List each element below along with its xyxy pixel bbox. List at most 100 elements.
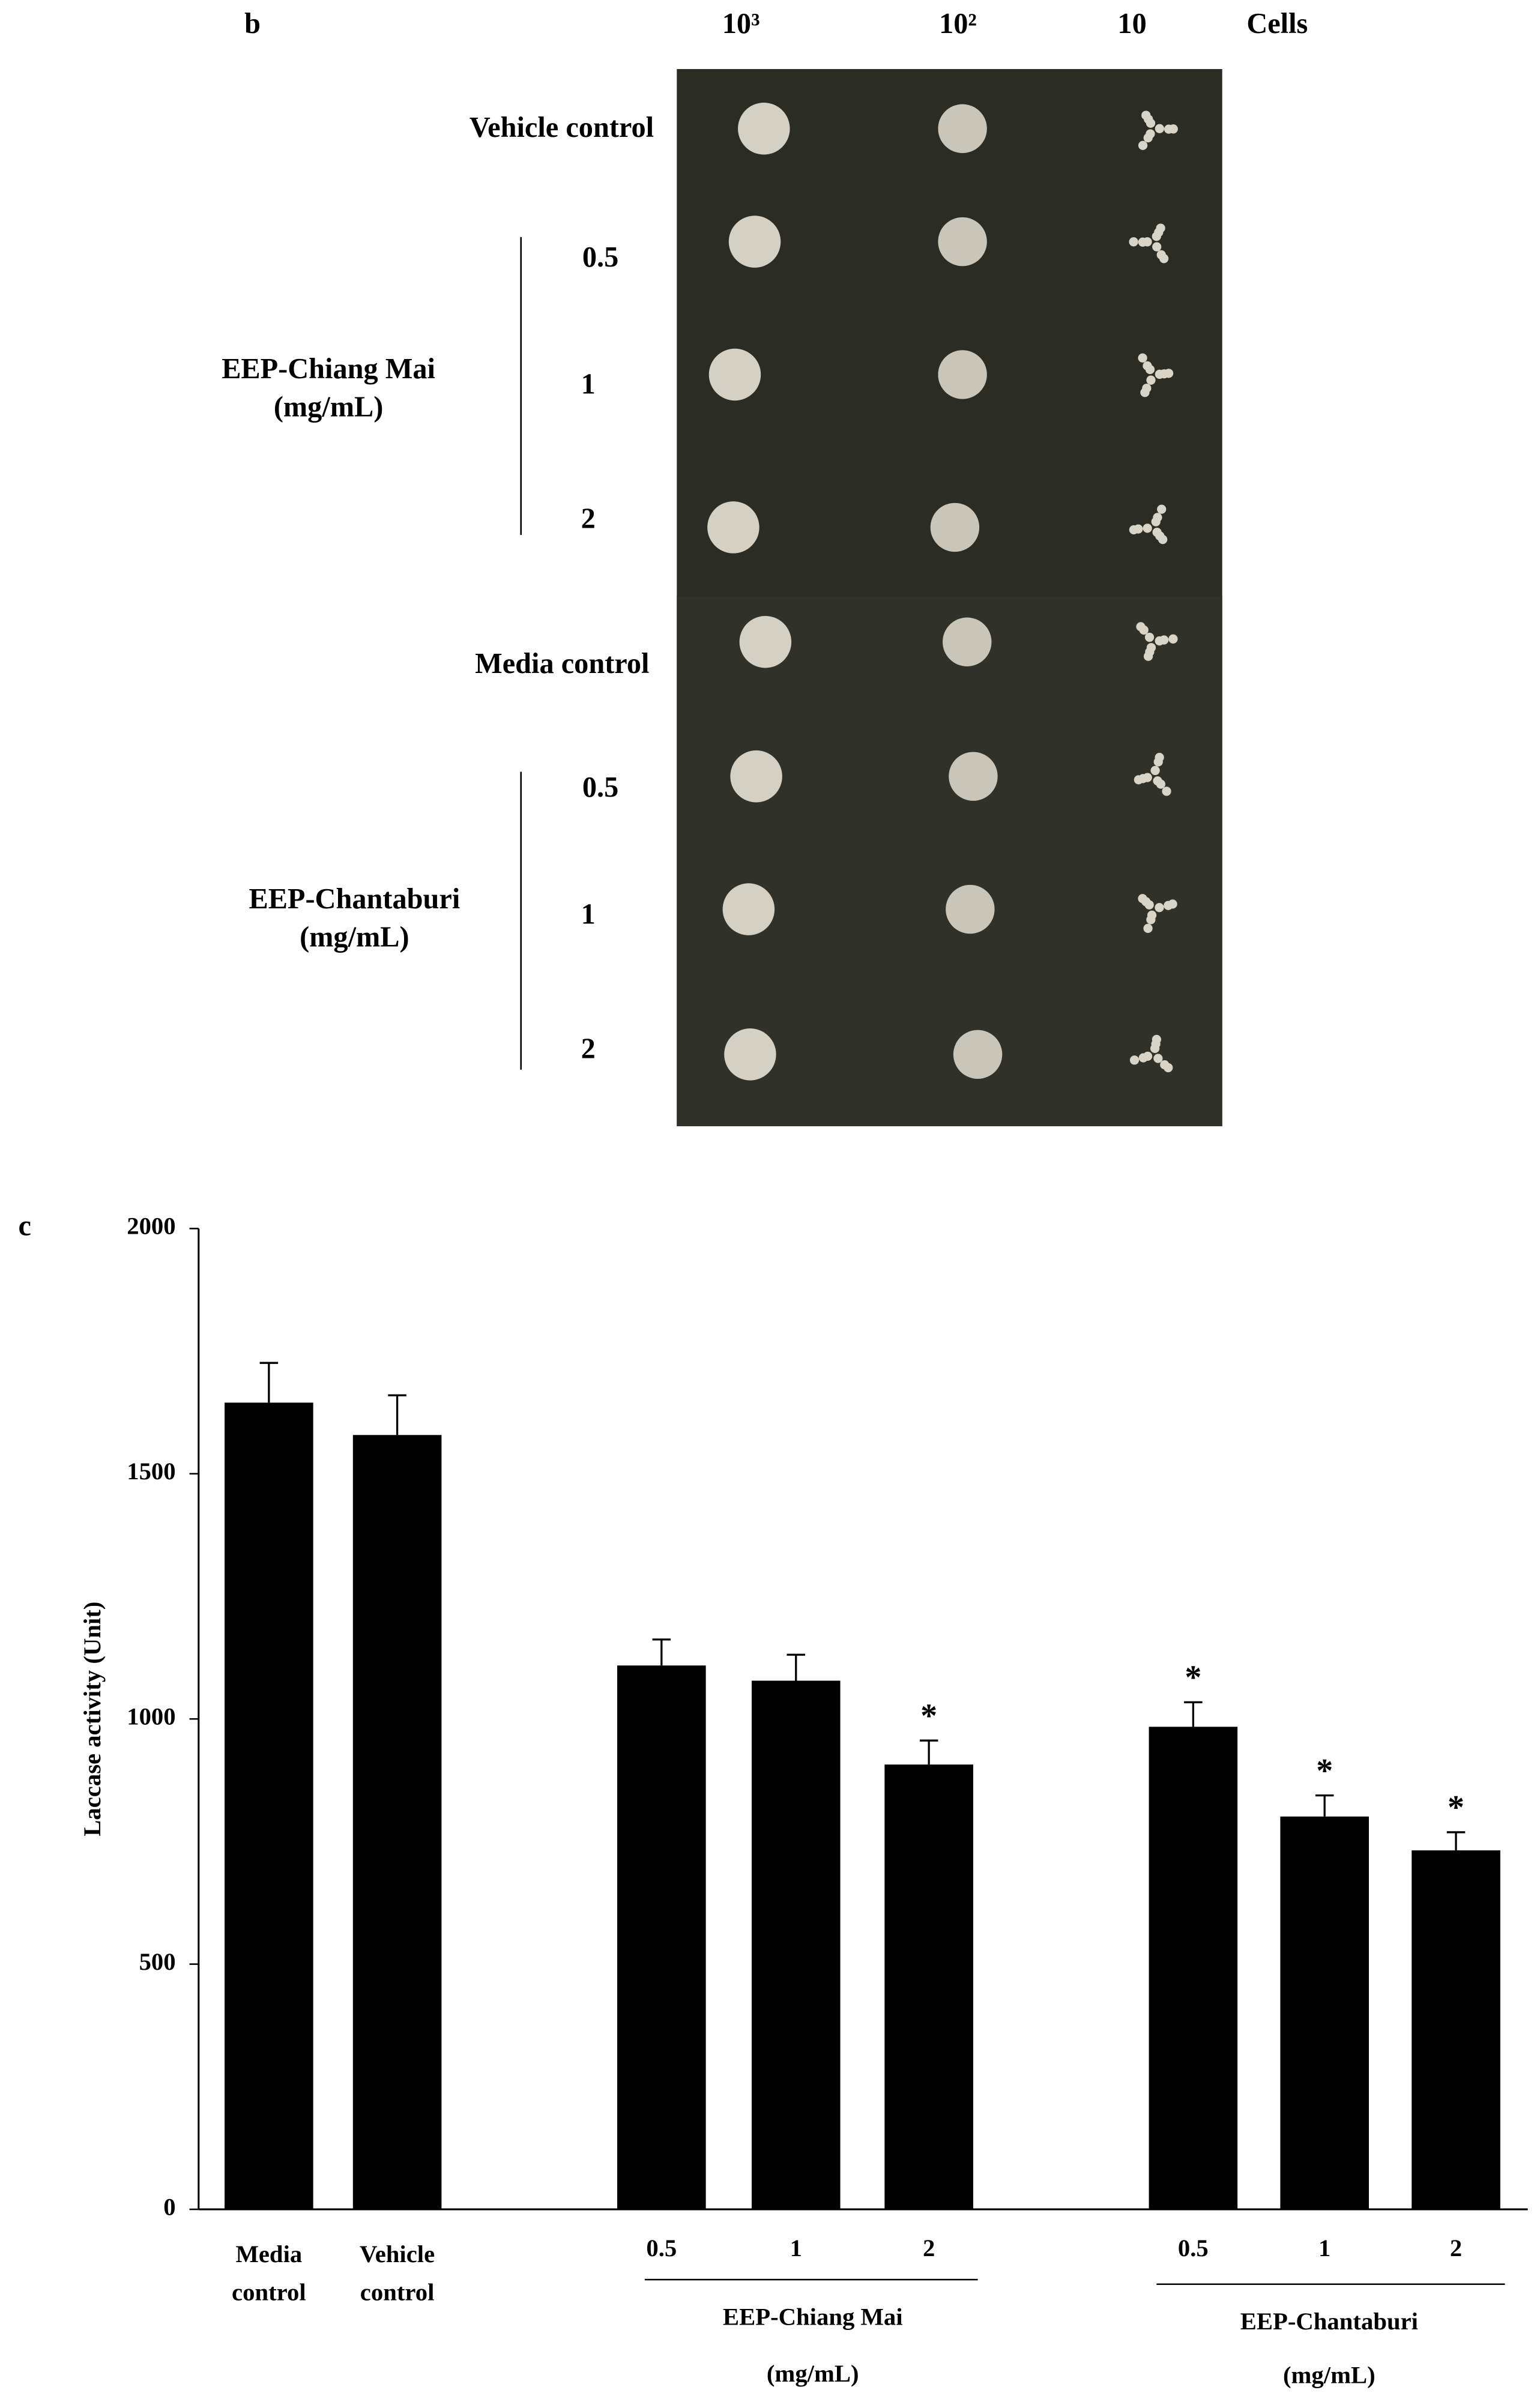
colony-dot <box>1160 1060 1170 1070</box>
colony-dot <box>1144 900 1154 910</box>
colony-dot <box>1155 369 1165 379</box>
row-label: 2 <box>581 502 596 534</box>
group-unit: (mg/mL) <box>1283 2361 1375 2388</box>
colony-dot <box>1168 634 1178 644</box>
colony-dot <box>1151 517 1161 527</box>
colony-dot <box>1150 1043 1160 1054</box>
colony-dot <box>1146 129 1155 139</box>
panel-label: c <box>19 1210 31 1242</box>
colony-dot <box>1138 353 1147 363</box>
significance-mark: * <box>1185 1659 1201 1697</box>
colony-dot <box>1152 242 1162 252</box>
bar <box>352 1435 442 2210</box>
colony-dot <box>1155 903 1164 913</box>
y-tick-label: 1500 <box>127 1458 175 1485</box>
x-tick-label: Vehicle control <box>360 2241 435 2306</box>
row-label: 0.5 <box>582 241 618 273</box>
colony-dot <box>1129 1055 1140 1065</box>
colony-spot <box>953 1030 1003 1079</box>
colony-dot <box>1146 643 1156 653</box>
colony-spot <box>938 104 987 153</box>
colony-dot <box>1164 901 1173 910</box>
colony-dot <box>1143 237 1152 247</box>
colony-spot <box>728 216 781 268</box>
y-tick-label: 0 <box>163 2193 175 2220</box>
group-unit: (mg/mL) <box>274 391 384 423</box>
colony-dot <box>1147 910 1157 920</box>
colony-spot <box>946 884 995 934</box>
colony-dot <box>1153 776 1162 786</box>
colony-dot <box>1139 625 1149 635</box>
colony-spot <box>930 502 980 552</box>
column-header: 10³ <box>722 8 760 40</box>
group-label: EEP-Chantaburi <box>249 883 460 915</box>
colony-spot <box>708 348 761 401</box>
column-header: 10 <box>1117 8 1146 40</box>
row-label: 2 <box>581 1033 596 1064</box>
colony-dot <box>1146 375 1156 385</box>
colony-dot <box>1162 786 1171 796</box>
colony-dot <box>1153 1054 1163 1063</box>
bar <box>617 1665 706 2210</box>
bar <box>225 1402 313 2210</box>
x-tick-label: 0.5 <box>1178 2235 1209 2262</box>
significance-mark: * <box>1448 1789 1464 1826</box>
y-tick-label: 2000 <box>127 1213 175 1240</box>
group-label: EEP-Chantaburi <box>1240 2308 1418 2335</box>
colony-spot <box>943 617 992 666</box>
colony-dot <box>1145 364 1155 375</box>
x-tick-label: 0.5 <box>646 2235 677 2262</box>
row-label: Media control <box>475 648 649 680</box>
colony-dot <box>1155 636 1164 646</box>
y-axis-title: Laccase activity (Unit) <box>79 1602 106 1836</box>
colony-spot <box>730 750 782 803</box>
colony-spot <box>938 217 987 267</box>
row-label: Vehicle control <box>470 112 654 143</box>
group-unit: (mg/mL) <box>767 2360 859 2387</box>
significance-mark: * <box>920 1697 937 1734</box>
colony-dot <box>1142 384 1152 393</box>
colony-spot <box>707 501 759 554</box>
colony-spot <box>938 350 987 399</box>
x-tick-label: 1 <box>790 2235 802 2262</box>
group-label: EEP-Chiang Mai <box>723 2304 903 2331</box>
colony-spot <box>722 883 775 935</box>
colony-spot <box>739 615 792 668</box>
significance-mark: * <box>1316 1752 1333 1790</box>
y-tick-label: 1000 <box>127 1703 175 1730</box>
panel-label: b <box>244 8 261 40</box>
bar <box>751 1680 841 2210</box>
colony-spot <box>738 102 790 155</box>
bar <box>1149 1727 1238 2210</box>
x-tick-label: 2 <box>923 2235 935 2262</box>
colony-dot <box>1152 232 1161 241</box>
colony-dot <box>1155 124 1165 133</box>
column-header: Cells <box>1246 8 1308 40</box>
colony-dot <box>1143 923 1153 933</box>
bar <box>1412 1850 1500 2210</box>
colony-dot <box>1157 504 1167 514</box>
group-unit: (mg/mL) <box>300 922 409 953</box>
colony-dot <box>1144 632 1155 642</box>
column-header: 10² <box>939 8 977 40</box>
colony-dot <box>1143 773 1152 782</box>
group-label: EEP-Chiang Mai <box>222 353 435 385</box>
colony-dot <box>1164 124 1174 134</box>
colony-dot <box>1129 237 1138 247</box>
x-tick-label: Media control <box>232 2241 306 2306</box>
bar <box>884 1764 973 2210</box>
colony-dot <box>1156 250 1166 260</box>
colony-dot <box>1143 1051 1153 1061</box>
colony-spot <box>949 752 998 801</box>
row-label: 1 <box>581 368 596 400</box>
bar <box>1280 1816 1369 2210</box>
colony-dot <box>1150 765 1160 776</box>
x-tick-label: 2 <box>1450 2235 1462 2262</box>
colony-spot <box>724 1028 776 1081</box>
colonies <box>707 102 1178 1081</box>
colony-dot <box>1146 118 1156 128</box>
colony-dot <box>1134 524 1143 534</box>
colony-dot <box>1143 524 1152 533</box>
